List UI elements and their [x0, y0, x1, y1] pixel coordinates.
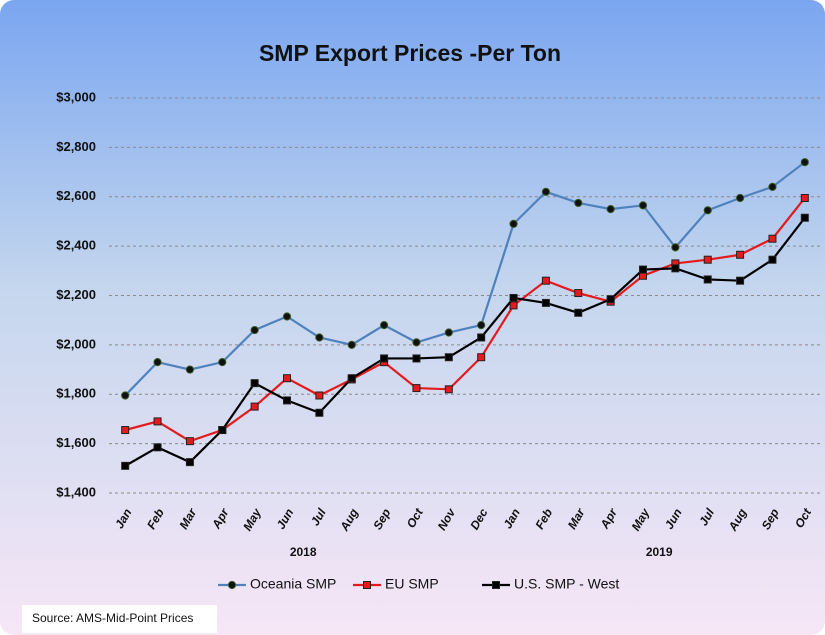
point — [444, 353, 453, 362]
point — [153, 417, 162, 426]
point — [606, 295, 615, 304]
point — [153, 358, 162, 367]
legend-label: U.S. SMP - West — [514, 576, 619, 592]
series — [121, 158, 809, 400]
point — [250, 379, 259, 388]
point — [121, 461, 130, 470]
point — [121, 391, 130, 400]
point — [347, 340, 356, 349]
point — [444, 328, 453, 337]
point — [541, 298, 550, 307]
point — [541, 187, 551, 196]
point — [477, 321, 486, 330]
point — [703, 275, 712, 284]
point — [509, 293, 518, 302]
point — [671, 264, 680, 273]
point — [121, 426, 130, 435]
y-tick-label: $2,200 — [56, 287, 96, 302]
source: Source: AMS-Mid-Point Prices — [32, 611, 193, 625]
y-tick-label: $2,600 — [56, 188, 96, 203]
point — [574, 289, 583, 298]
point — [736, 250, 745, 259]
point — [768, 255, 777, 264]
series-line — [124, 161, 806, 397]
point — [768, 182, 777, 191]
point — [250, 325, 259, 335]
series-line — [124, 197, 806, 443]
point — [509, 301, 518, 310]
point — [574, 198, 583, 208]
point — [250, 402, 259, 411]
point — [315, 408, 324, 417]
point — [315, 333, 324, 342]
legend-marker — [492, 581, 500, 589]
point — [477, 333, 486, 342]
point — [477, 353, 486, 362]
y-tick-label: $2,000 — [56, 336, 96, 351]
point — [639, 265, 647, 274]
point — [800, 213, 809, 222]
point — [574, 308, 583, 317]
point — [379, 321, 389, 330]
point — [412, 338, 421, 347]
point — [315, 391, 324, 400]
point — [283, 374, 291, 383]
y-tick-label: $2,400 — [56, 238, 96, 253]
y-tick-label: $2,800 — [56, 139, 96, 154]
point — [638, 201, 648, 210]
point — [735, 193, 745, 203]
point — [768, 234, 777, 243]
y-tick-label: $3,000 — [56, 89, 96, 104]
legend-marker — [227, 580, 237, 590]
source-box — [22, 605, 217, 633]
series — [121, 213, 809, 470]
series-line — [124, 217, 806, 467]
y-tick-label: $1,400 — [56, 484, 96, 499]
point — [703, 255, 712, 264]
point — [185, 458, 194, 467]
year-label: 2019 — [646, 545, 673, 559]
point — [671, 243, 680, 252]
point — [282, 312, 292, 321]
legend-label: EU SMP — [385, 576, 439, 592]
point — [736, 276, 745, 285]
point — [218, 358, 227, 367]
point — [283, 396, 291, 405]
year-label: 2018 — [290, 545, 317, 559]
y-tick-label: $1,800 — [56, 386, 96, 401]
point — [347, 374, 356, 383]
point — [800, 193, 809, 202]
point — [703, 206, 712, 215]
point — [185, 437, 194, 446]
point — [800, 158, 809, 167]
legend-marker — [363, 581, 371, 589]
point — [185, 365, 195, 374]
point — [218, 426, 227, 435]
point — [380, 354, 389, 363]
point — [541, 276, 550, 285]
point — [606, 204, 615, 214]
y-tick-label: $1,600 — [56, 435, 96, 450]
legend-label: Oceania SMP — [250, 576, 336, 592]
chart-title: SMP Export Prices -Per Ton — [259, 40, 561, 66]
point — [412, 354, 421, 363]
point — [444, 385, 453, 394]
point — [412, 384, 421, 393]
point — [509, 219, 518, 229]
point — [153, 443, 162, 452]
